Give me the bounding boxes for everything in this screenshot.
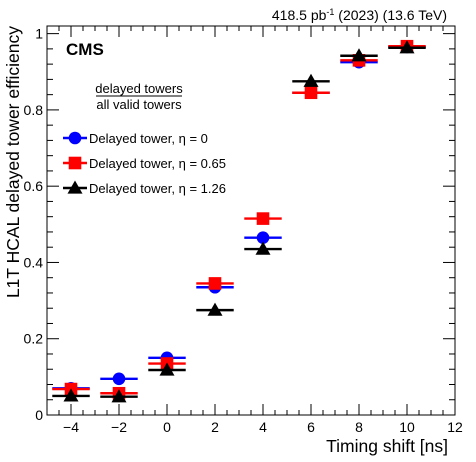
y-tick-label: 0.6 — [24, 178, 44, 194]
x-axis-title: Timing shift [ns] — [326, 436, 448, 456]
legend-entry: Delayed tower, η = 0 — [89, 131, 208, 146]
y-tick-label: 0 — [35, 407, 43, 423]
data-point — [207, 302, 223, 316]
data-points — [52, 39, 426, 403]
luminosity-label: 418.5 pb-1 (2023) (13.6 TeV) — [272, 7, 447, 23]
series-triangle — [52, 40, 426, 403]
x-tick-label: 12 — [447, 419, 463, 435]
legend-marker — [68, 131, 82, 145]
x-tick-label: 10 — [399, 419, 415, 435]
legend-marker — [68, 156, 82, 170]
x-tick-label: −4 — [63, 419, 79, 435]
data-point — [303, 73, 319, 87]
x-tick-label: 4 — [259, 419, 267, 435]
data-point — [63, 388, 79, 402]
y-axis-title: L1T HCAL delayed tower efficiency — [3, 26, 23, 298]
x-tick-label: 0 — [163, 419, 171, 435]
data-point — [351, 48, 367, 62]
data-point — [304, 86, 318, 100]
data-point — [208, 277, 222, 290]
legend-marker — [67, 180, 83, 194]
data-point — [159, 362, 175, 376]
legend-entry: Delayed tower, η = 1.26 — [89, 181, 226, 196]
data-point — [256, 212, 270, 225]
legend: Delayed tower, η = 0 Delayed tower, η = 0… — [63, 131, 226, 196]
data-point — [256, 231, 270, 244]
legend-entry: Delayed tower, η = 0.65 — [89, 156, 226, 171]
y-tick-label: 0.2 — [24, 331, 44, 347]
data-point — [111, 389, 127, 403]
fraction-denominator: all valid towers — [96, 97, 182, 112]
data-point — [255, 241, 271, 255]
x-tick-label: 8 — [355, 419, 363, 435]
data-point — [399, 40, 415, 54]
x-tick-label: 6 — [307, 419, 315, 435]
data-point — [112, 372, 126, 386]
fraction-numerator: delayed towers — [95, 81, 183, 96]
x-tick-label: −2 — [111, 419, 127, 435]
x-tick-label: 2 — [211, 419, 219, 435]
y-tick-label: 0.4 — [24, 254, 44, 270]
cms-label: CMS — [66, 40, 104, 59]
tick-labels: −4 −2 0 2 4 6 8 10 12 0 0.2 0.4 0.6 0.8 1 — [24, 26, 463, 435]
y-tick-label: 0.8 — [24, 102, 44, 118]
axis-ticks — [46, 26, 456, 416]
y-tick-label: 1 — [35, 26, 43, 42]
